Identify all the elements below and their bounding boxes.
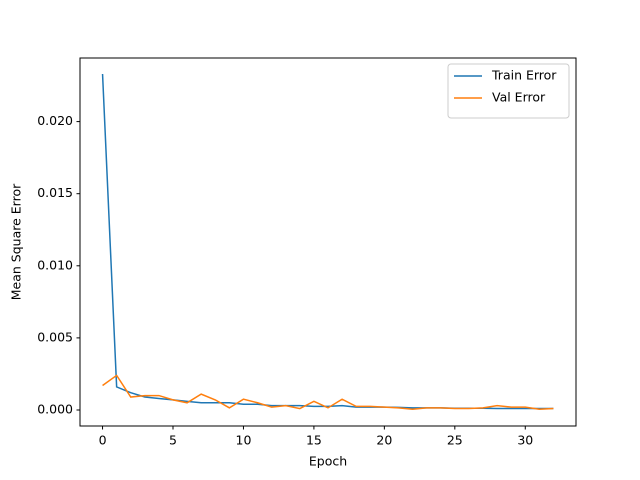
x-tick-label: 0: [99, 433, 107, 448]
y-axis-label: Mean Square Error: [9, 183, 24, 300]
series-line: [101, 73, 554, 410]
legend-box: [447, 63, 570, 119]
x-tick-label: 30: [517, 433, 533, 448]
legend-label: Train Error: [491, 68, 557, 83]
y-tick-label: 0.015: [37, 185, 73, 200]
y-tick-label: 0.000: [37, 401, 73, 416]
x-tick-label: 10: [236, 433, 252, 448]
x-tick-label: 20: [376, 433, 392, 448]
plot-frame: [79, 57, 577, 427]
x-axis-label: Epoch: [309, 454, 347, 469]
y-tick-label: 0.010: [37, 257, 73, 272]
x-tick-label: 5: [169, 433, 177, 448]
x-tick-label: 25: [447, 433, 463, 448]
series-line: [102, 374, 554, 411]
legend-label: Val Error: [492, 90, 546, 105]
x-tick-label: 15: [306, 433, 322, 448]
y-tick-label: 0.005: [37, 329, 73, 344]
y-tick-label: 0.020: [37, 113, 73, 128]
